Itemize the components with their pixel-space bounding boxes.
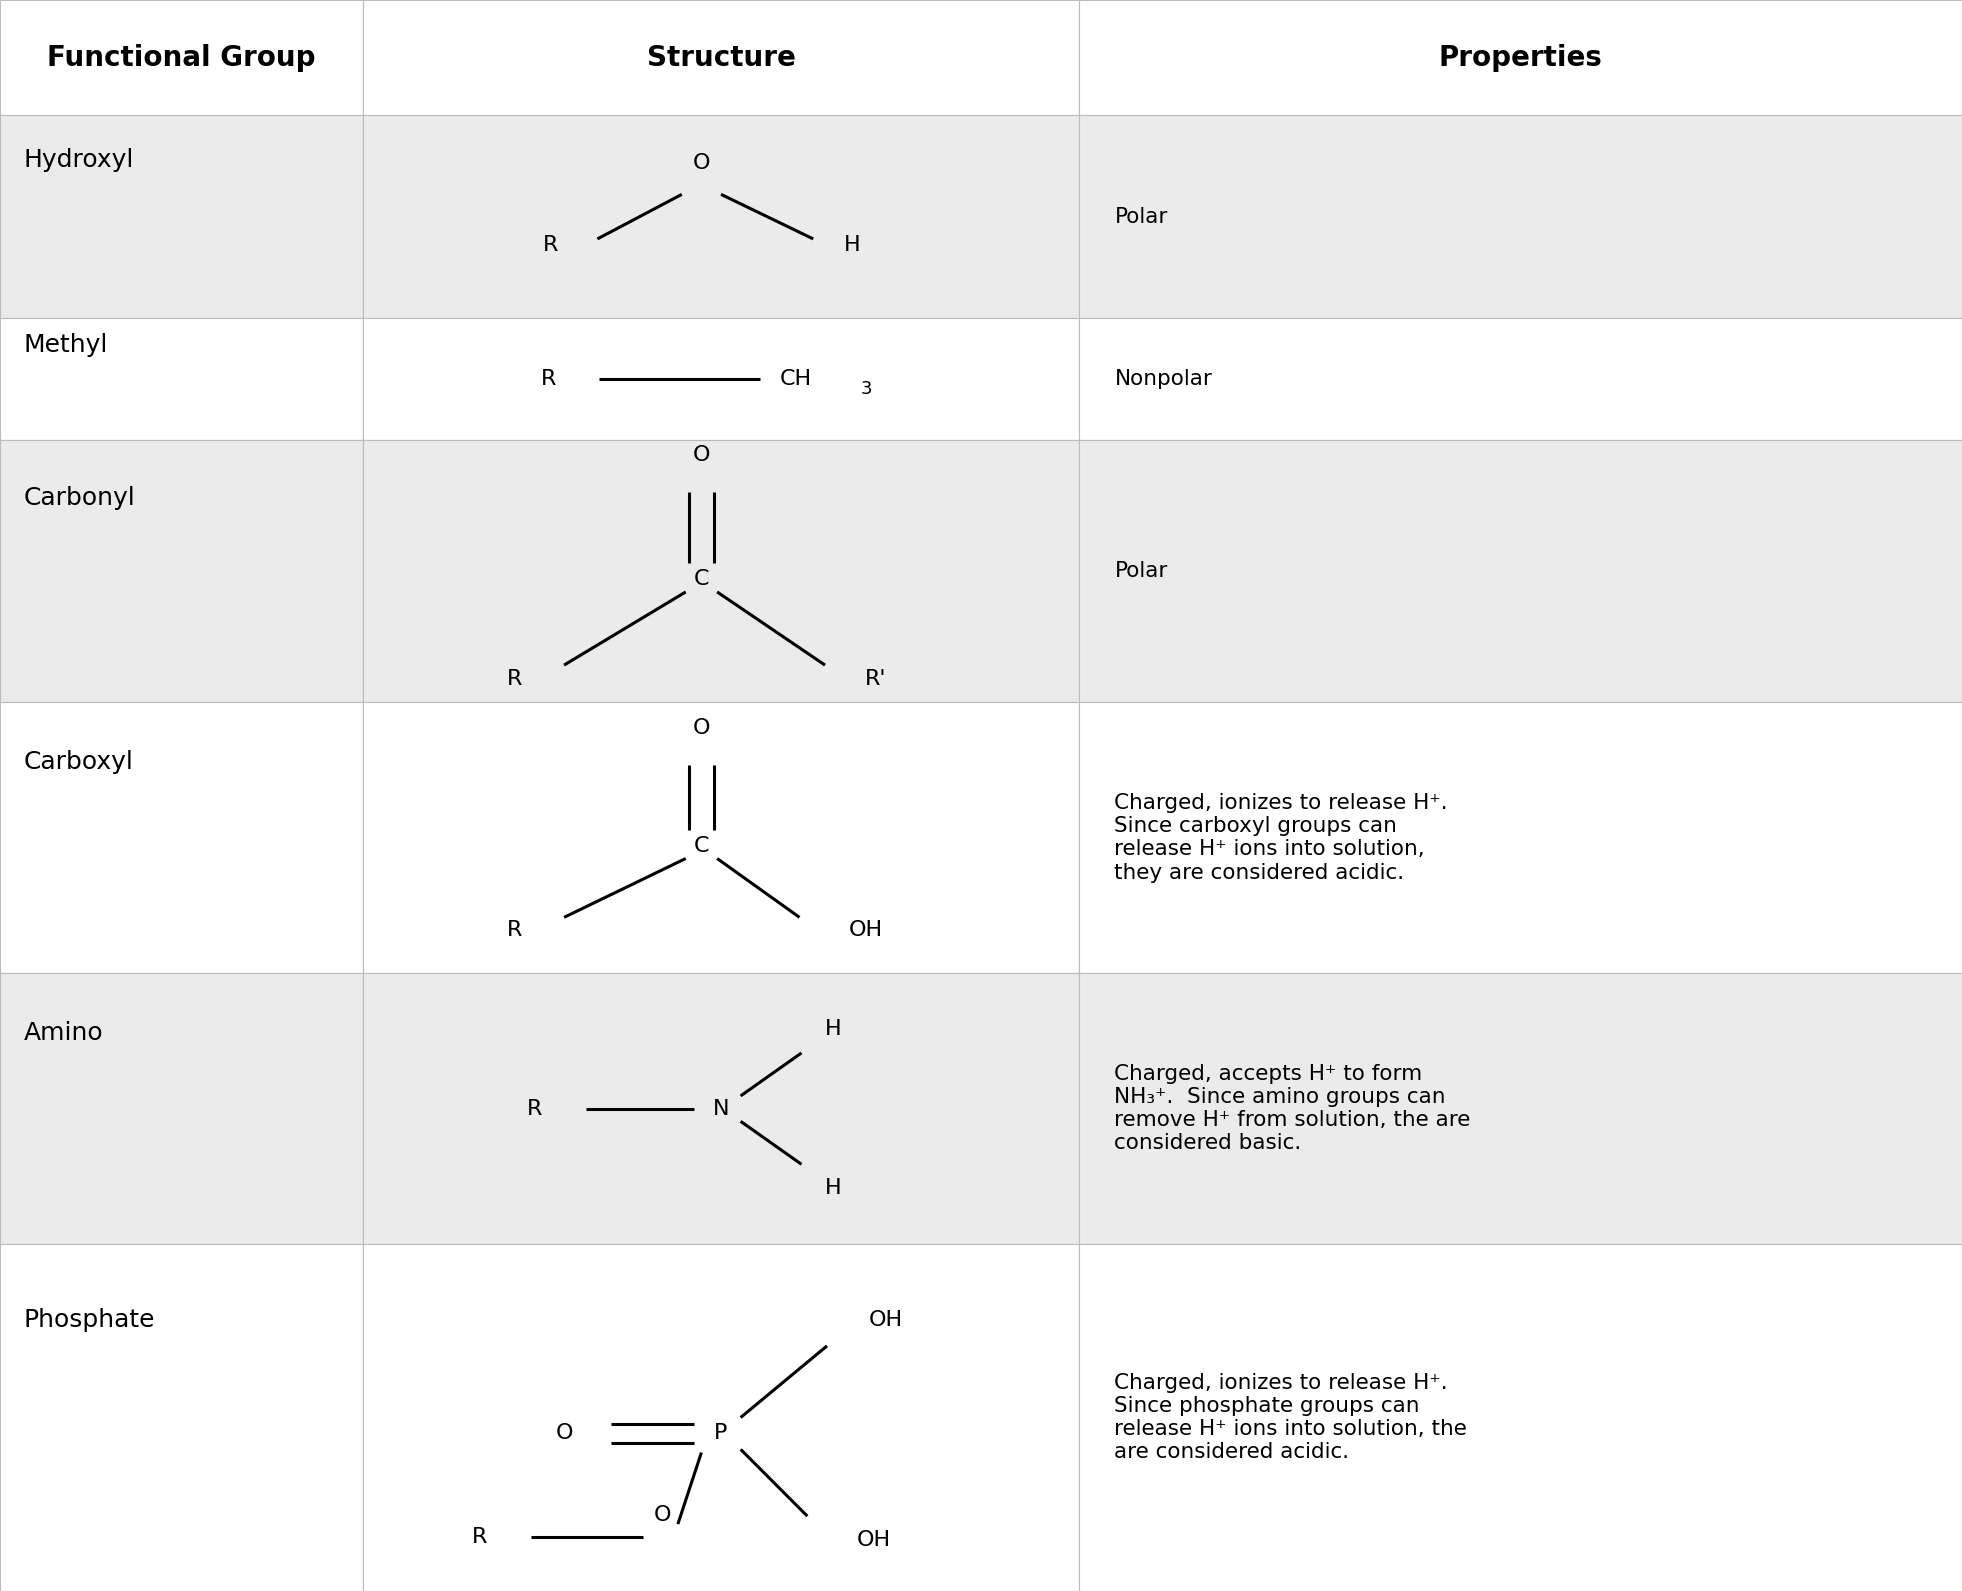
Text: O: O — [693, 718, 710, 738]
Text: P: P — [714, 1424, 728, 1443]
Text: OH: OH — [857, 1531, 891, 1550]
Text: C: C — [695, 570, 708, 589]
Text: C: C — [695, 835, 708, 856]
Text: O: O — [653, 1505, 671, 1524]
Bar — [363, 702, 1079, 974]
Bar — [1079, 115, 1962, 318]
Text: R: R — [543, 235, 557, 255]
Text: H: H — [824, 1020, 842, 1039]
Bar — [363, 974, 1079, 1244]
Bar — [1079, 318, 1962, 441]
Bar — [0, 441, 363, 702]
Bar — [363, 115, 1079, 318]
Bar — [0, 318, 363, 441]
Text: Carboxyl: Carboxyl — [24, 749, 133, 773]
Text: OH: OH — [869, 1311, 903, 1330]
Text: R: R — [508, 920, 522, 940]
Text: OH: OH — [850, 920, 883, 940]
Text: R': R' — [865, 670, 887, 689]
Text: Hydroxyl: Hydroxyl — [24, 148, 133, 172]
Text: R: R — [473, 1527, 487, 1546]
Text: R: R — [528, 1099, 542, 1118]
Bar — [363, 0, 1079, 115]
Bar — [0, 702, 363, 974]
Text: Structure: Structure — [647, 43, 795, 72]
Text: N: N — [712, 1099, 730, 1118]
Text: CH: CH — [781, 369, 812, 390]
Text: R: R — [508, 670, 522, 689]
Text: O: O — [693, 445, 710, 465]
Text: Charged, ionizes to release H⁺.
Since carboxyl groups can
release H⁺ ions into s: Charged, ionizes to release H⁺. Since ca… — [1114, 792, 1448, 883]
Bar — [1079, 1244, 1962, 1591]
Text: Charged, accepts H⁺ to form
NH₃⁺.  Since amino groups can
remove H⁺ from solutio: Charged, accepts H⁺ to form NH₃⁺. Since … — [1114, 1064, 1472, 1153]
Bar — [0, 974, 363, 1244]
Bar — [363, 441, 1079, 702]
Text: Carbonyl: Carbonyl — [24, 485, 135, 509]
Bar — [363, 318, 1079, 441]
Text: 3: 3 — [861, 380, 871, 398]
Bar — [0, 115, 363, 318]
Bar — [1079, 974, 1962, 1244]
Text: H: H — [824, 1179, 842, 1198]
Text: Amino: Amino — [24, 1021, 104, 1045]
Text: Polar: Polar — [1114, 207, 1167, 226]
Bar — [1079, 702, 1962, 974]
Bar — [1079, 0, 1962, 115]
Text: Properties: Properties — [1438, 43, 1603, 72]
Text: Phosphate: Phosphate — [24, 1308, 155, 1332]
Text: Functional Group: Functional Group — [47, 43, 316, 72]
Text: R: R — [542, 369, 555, 390]
Text: O: O — [555, 1424, 573, 1443]
Text: Polar: Polar — [1114, 562, 1167, 581]
Text: Nonpolar: Nonpolar — [1114, 369, 1213, 390]
Bar — [0, 0, 363, 115]
Text: Methyl: Methyl — [24, 333, 108, 356]
Text: Charged, ionizes to release H⁺.
Since phosphate groups can
release H⁺ ions into : Charged, ionizes to release H⁺. Since ph… — [1114, 1373, 1468, 1462]
Text: H: H — [844, 235, 861, 255]
Bar — [363, 1244, 1079, 1591]
Bar — [1079, 441, 1962, 702]
Bar — [0, 1244, 363, 1591]
Text: O: O — [693, 153, 710, 172]
